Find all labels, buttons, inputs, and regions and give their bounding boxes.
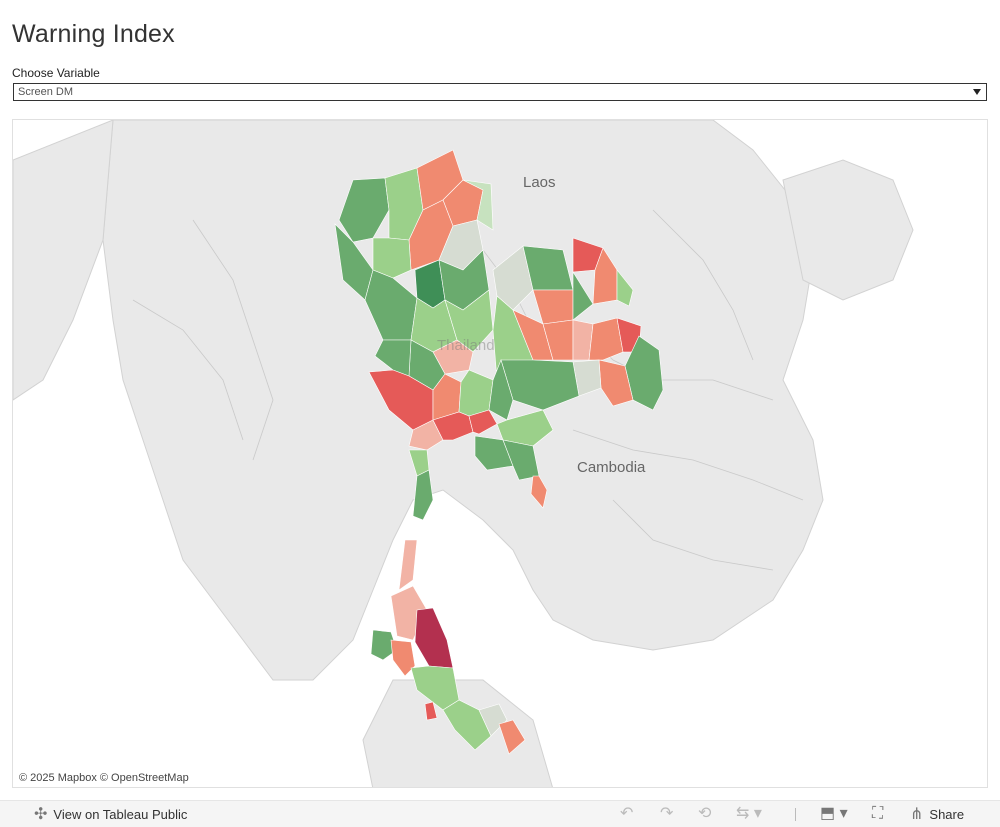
variable-select-value: Screen DM [18, 86, 74, 98]
province-region[interactable] [468, 409, 498, 435]
redo-button[interactable]: ↷ [660, 805, 674, 822]
revert-icon: ⟲ [698, 805, 712, 822]
page-title: Warning Index [12, 20, 175, 48]
province-region[interactable] [462, 179, 494, 231]
undo-icon: ↶ [620, 805, 634, 822]
share-button[interactable]: ⋔ Share [910, 805, 965, 823]
province-region[interactable] [408, 419, 444, 451]
fullscreen-button[interactable]: ⛶ [872, 805, 884, 822]
province-region[interactable] [474, 435, 514, 471]
province-layer[interactable] [334, 149, 664, 755]
province-region[interactable] [390, 639, 416, 677]
toolbar-divider [795, 808, 796, 821]
province-region[interactable] [424, 701, 438, 721]
province-region[interactable] [370, 629, 398, 661]
province-region[interactable] [488, 359, 514, 421]
province-region[interactable] [414, 607, 454, 669]
label-laos: Laos [523, 174, 556, 191]
refresh-button[interactable]: ⇆ ▾ [736, 805, 762, 822]
variable-label: Choose Variable [12, 66, 100, 80]
share-label: Share [929, 807, 965, 822]
undo-button[interactable]: ↶ [620, 805, 634, 822]
fullscreen-icon: ⛶ [872, 805, 884, 822]
variable-select[interactable]: Screen DM [13, 83, 987, 101]
province-region[interactable] [412, 469, 434, 521]
view-on-tableau-button[interactable]: ✣ View on Tableau Public [34, 805, 188, 823]
label-thailand: Thailand [437, 337, 495, 354]
province-region[interactable] [502, 439, 540, 481]
province-region[interactable] [492, 245, 534, 311]
chevron-down-icon[interactable] [973, 89, 981, 95]
map-attribution: © 2025 Mapbox © OpenStreetMap [17, 772, 191, 784]
download-icon: ⬒ ▾ [820, 805, 848, 822]
revert-button[interactable]: ⟲ [698, 805, 712, 822]
label-cambodia: Cambodia [577, 459, 646, 476]
bottom-toolbar: ✣ View on Tableau Public ↶ ↷ ⟲ ⇆ ▾ ⬒ ▾ ⛶… [0, 800, 1000, 827]
province-region[interactable] [498, 719, 526, 755]
view-on-tableau-label: View on Tableau Public [53, 807, 188, 822]
share-icon: ⋔ [910, 805, 924, 823]
map-canvas[interactable]: Laos Thailand Cambodia [13, 120, 988, 788]
province-region[interactable] [616, 269, 634, 307]
province-region[interactable] [398, 539, 418, 591]
map-view[interactable]: Laos Thailand Cambodia © 2025 Mapbox © O… [12, 119, 988, 788]
redo-icon: ↷ [660, 805, 674, 822]
province-region[interactable] [530, 475, 548, 509]
refresh-icon: ⇆ ▾ [736, 805, 762, 822]
tableau-icon: ✣ [34, 805, 48, 823]
download-button[interactable]: ⬒ ▾ [820, 805, 848, 822]
province-region[interactable] [478, 703, 508, 737]
province-region[interactable] [588, 317, 624, 361]
